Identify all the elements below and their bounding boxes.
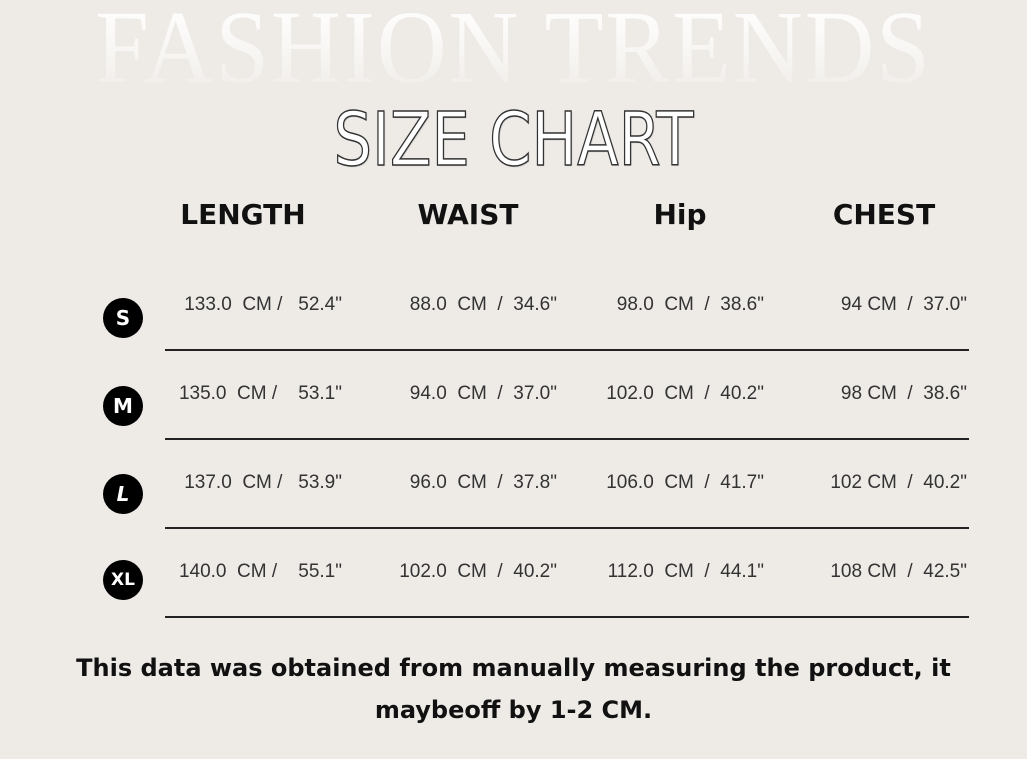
row-divider [165,527,969,529]
length-cell: 140.0 CM / 55.1" [178,561,342,582]
column-header-chest: CHEST [832,198,936,231]
row-divider [165,349,969,351]
chest-cell: 102 CM / 40.2" [830,472,967,493]
hip-cell: 106.0 CM / 41.7" [606,472,764,493]
waist-cell: 102.0 CM / 40.2" [399,561,557,582]
column-header-hip: Hip [653,198,707,231]
size-badge-xl: XL [103,560,143,600]
hip-cell: 98.0 CM / 38.6" [616,294,764,315]
page-title: SIZE CHART [333,97,694,183]
waist-cell: 96.0 CM / 37.8" [409,472,557,493]
size-badge-s: S [103,298,143,338]
column-header-waist: WAIST [417,198,519,231]
length-cell: 133.0 CM / 52.4" [184,294,342,315]
length-cell: 135.0 CM / 53.1" [178,383,342,404]
hip-cell: 102.0 CM / 40.2" [606,383,764,404]
background-watermark-title: FASHION TRENDS [36,0,991,96]
measurement-note-line1: This data was obtained from manually mea… [76,654,951,682]
hip-cell: 112.0 CM / 44.1" [607,561,764,582]
row-divider [165,438,969,440]
size-badge-l: L [103,474,143,514]
column-header-length: LENGTH [180,198,306,231]
chest-cell: 98 CM / 38.6" [840,383,967,404]
waist-cell: 94.0 CM / 37.0" [409,383,557,404]
waist-cell: 88.0 CM / 34.6" [409,294,557,315]
chest-cell: 108 CM / 42.5" [830,561,967,582]
chest-cell: 94 CM / 37.0" [840,294,967,315]
measurement-note-line2: maybeoff by 1-2 CM. [374,696,653,724]
row-divider [165,616,969,618]
length-cell: 137.0 CM / 53.9" [184,472,342,493]
size-badge-m: M [103,386,143,426]
